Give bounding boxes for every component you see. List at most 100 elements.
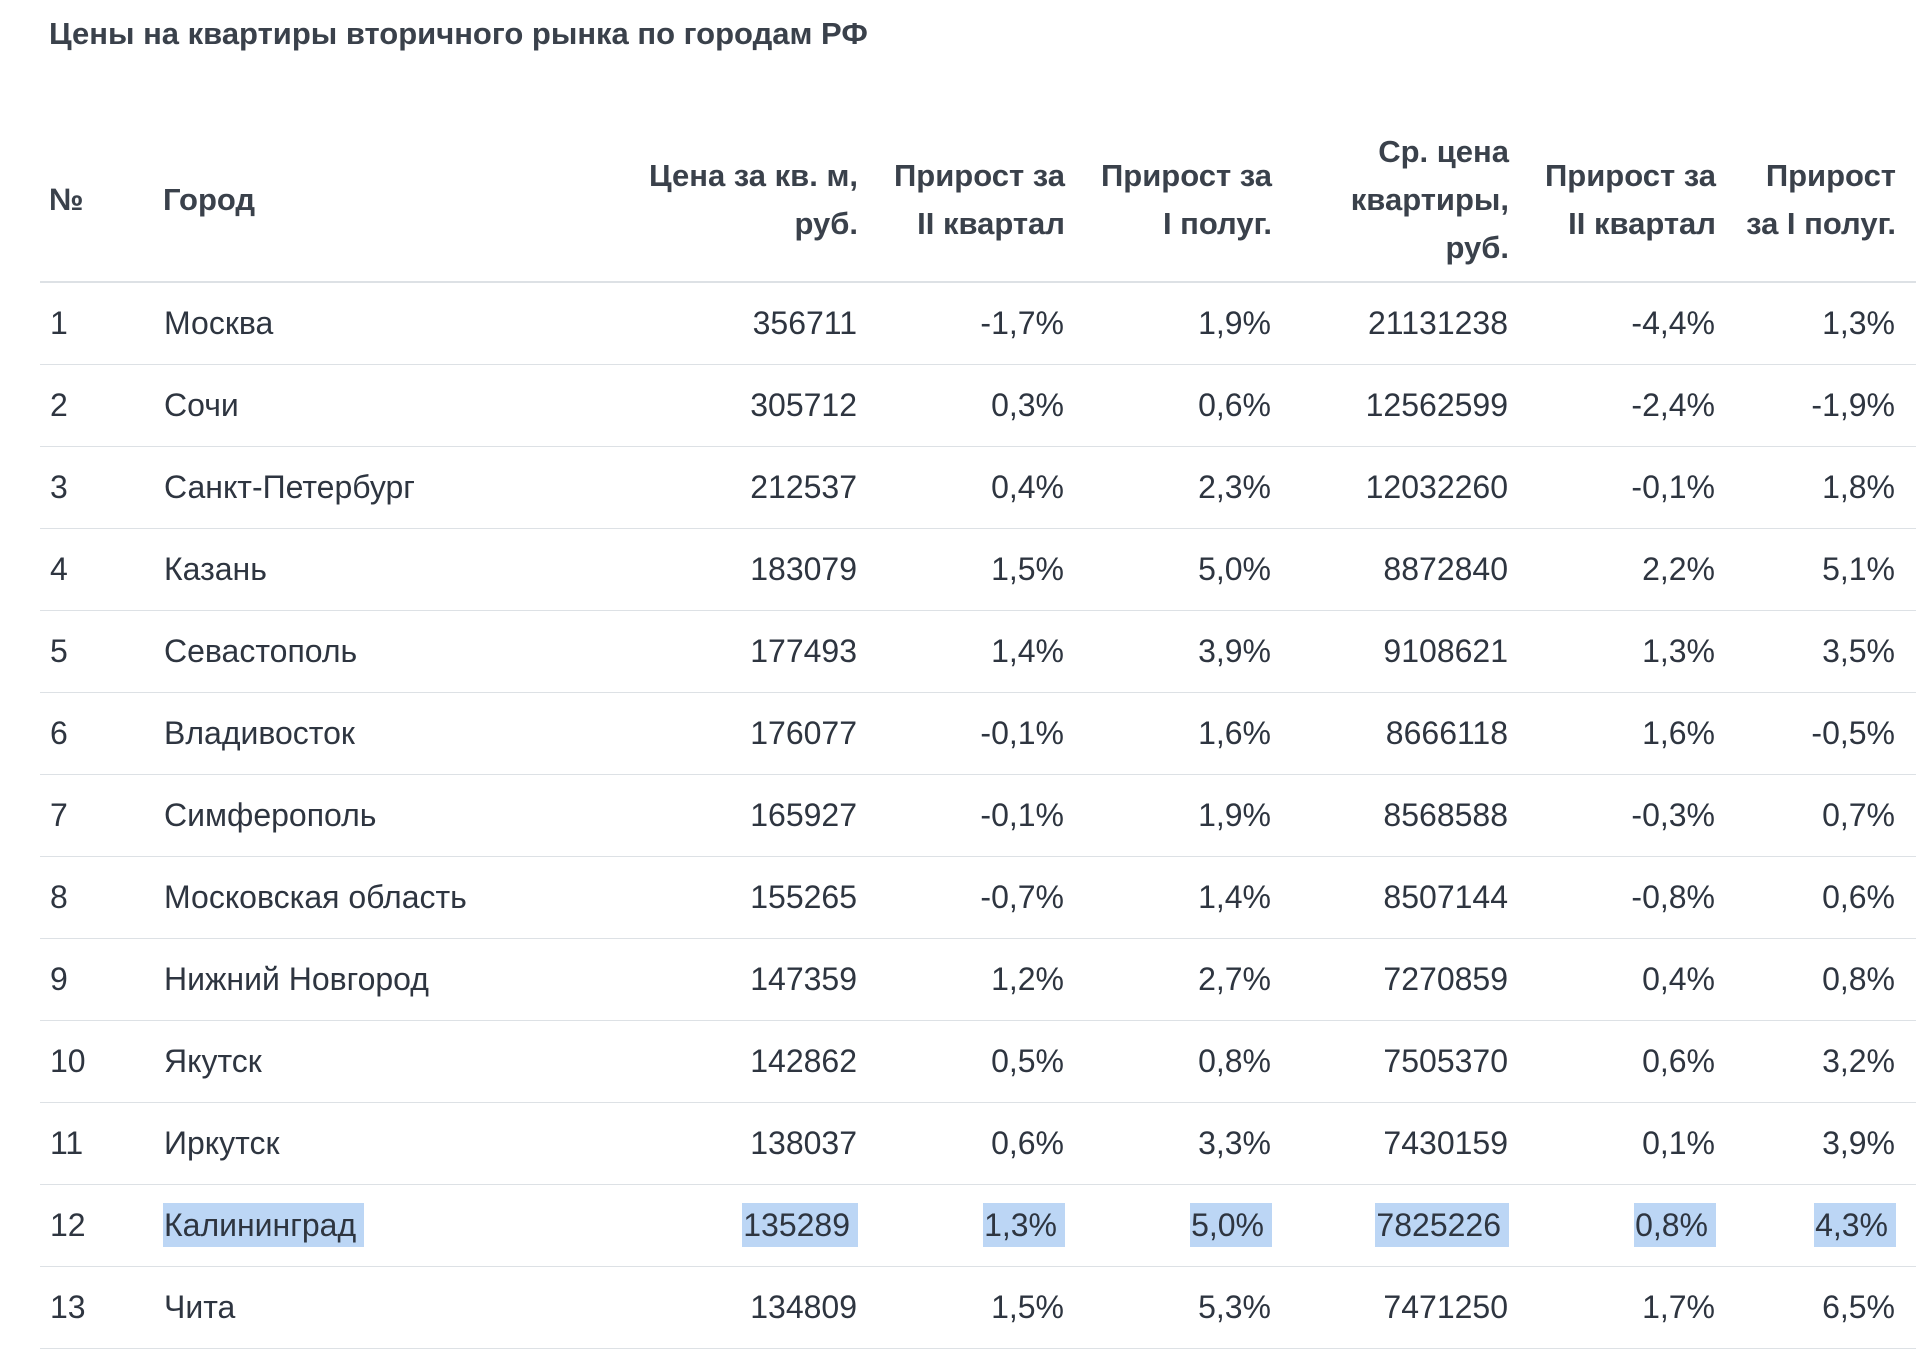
table-row[interactable]: 7 Симферополь 165927 -0,1% 1,9% 8568588 -0,3% 0…	[40, 774, 1916, 857]
cell-avg-flat-price: 7471250	[1286, 1266, 1523, 1349]
cell-growth-h1-flat: -0,5%	[1730, 692, 1916, 775]
cell-price-per-sqm-text: 147359	[750, 961, 857, 997]
cell-number-text: 8	[50, 879, 68, 915]
cell-number-text: 1	[50, 305, 68, 342]
header-growth-h1-sqm[interactable]: Прирост за I полуг.	[1079, 118, 1286, 283]
cell-growth-h1-flat-text: 1,8%	[1822, 469, 1895, 505]
cell-price-per-sqm: 356711	[609, 282, 872, 365]
cell-growth-h1-sqm-text: 1,6%	[1198, 715, 1271, 751]
cell-growth-h1-flat: 0,6%	[1730, 856, 1916, 939]
cell-city: Владивосток	[154, 692, 609, 775]
cell-price-per-sqm-text: 135289	[742, 1203, 858, 1247]
header-city[interactable]: Город	[154, 118, 609, 283]
header-growth-q2-sqm[interactable]: Прирост за II квартал	[872, 118, 1079, 283]
cell-city: Московская область	[154, 856, 609, 939]
cell-city-text: Санкт-Петербург	[164, 469, 415, 505]
cell-growth-h1-sqm-text: 5,3%	[1198, 1289, 1271, 1325]
cell-growth-q2-flat: 2,2%	[1523, 528, 1730, 611]
cell-avg-flat-price-text: 8507144	[1383, 879, 1508, 915]
cell-growth-q2-flat: 1,7%	[1523, 1266, 1730, 1349]
header-growth-h1-flat[interactable]: Прирост за I полуг.	[1730, 118, 1916, 283]
cell-avg-flat-price: 8872840	[1286, 528, 1523, 611]
cell-growth-q2-flat-text: 0,1%	[1642, 1125, 1715, 1161]
cell-growth-h1-sqm: 1,6%	[1079, 692, 1286, 775]
table-row[interactable]: 13 Чита 134809 1,5% 5,3% 7471250 1,7% 6,5%	[40, 1266, 1916, 1349]
cell-growth-q2-flat-text: -0,1%	[1631, 469, 1715, 505]
cell-growth-h1-flat: 3,9%	[1730, 1102, 1916, 1185]
cell-growth-h1-flat-text: 0,8%	[1822, 961, 1895, 997]
cell-number: 2	[40, 364, 154, 447]
cell-avg-flat-price-text: 12562599	[1365, 387, 1508, 423]
cell-price-per-sqm-text: 165927	[750, 797, 857, 833]
table-row[interactable]: 1 Москва 356711 -1,7% 1,9% 21131238 -4,4% 1,3%	[40, 282, 1916, 365]
cell-growth-h1-flat: 0,7%	[1730, 774, 1916, 857]
cell-growth-q2-flat-text: 1,3%	[1642, 633, 1715, 669]
cell-city-text: Якутск	[164, 1043, 262, 1079]
cell-avg-flat-price-text: 7471250	[1383, 1289, 1508, 1325]
cell-growth-q2-sqm-text: 0,5%	[991, 1043, 1064, 1079]
table-body: 1 Москва 356711 -1,7% 1,9% 21131238 -4,4% 1,3% 2…	[40, 282, 1916, 1349]
table-row[interactable]: 4 Казань 183079 1,5% 5,0% 8872840 2,2% 5,1%	[40, 528, 1916, 611]
cell-price-per-sqm: 305712	[609, 364, 872, 447]
cell-growth-h1-sqm: 3,9%	[1079, 610, 1286, 693]
cell-number: 5	[40, 610, 154, 693]
table-row[interactable]: 3 Санкт-Петербург 212537 0,4% 2,3% 12032260 -0…	[40, 446, 1916, 529]
cell-growth-q2-flat-text: -0,3%	[1631, 797, 1715, 833]
cell-growth-q2-sqm: -1,7%	[872, 282, 1079, 365]
table-row[interactable]: 9 Нижний Новгород 147359 1,2% 2,7% 7270859 0,4…	[40, 938, 1916, 1021]
cell-city-text: Владивосток	[164, 715, 355, 751]
cell-avg-flat-price: 7825226	[1286, 1184, 1523, 1267]
cell-growth-q2-sqm: 0,3%	[872, 364, 1079, 447]
cell-growth-q2-sqm-text: 1,2%	[991, 961, 1064, 997]
cell-growth-h1-flat: 0,8%	[1730, 938, 1916, 1021]
cell-growth-q2-sqm-text: -0,1%	[980, 797, 1064, 833]
table-row[interactable]: 5 Севастополь 177493 1,4% 3,9% 9108621 1,3% 3,5…	[40, 610, 1916, 693]
cell-price-per-sqm: 165927	[609, 774, 872, 857]
header-growth-q2-flat[interactable]: Прирост за II квартал	[1523, 118, 1730, 283]
cell-growth-h1-sqm: 0,8%	[1079, 1020, 1286, 1103]
table-row[interactable]: 6 Владивосток 176077 -0,1% 1,6% 8666118 1,6% -0…	[40, 692, 1916, 775]
header-price-per-sqm[interactable]: Цена за кв. м, руб.	[609, 118, 872, 283]
cell-growth-h1-flat-text: 1,3%	[1822, 305, 1895, 342]
cell-growth-h1-flat-text: 3,9%	[1822, 1125, 1895, 1161]
cell-growth-h1-sqm-text: 5,0%	[1198, 551, 1271, 587]
cell-growth-q2-flat-text: 1,7%	[1642, 1289, 1715, 1325]
cell-number-text: 10	[50, 1043, 86, 1079]
table-row[interactable]: 12 Калининград 135289 1,3% 5,0% 7825226 0,8% 4,…	[40, 1184, 1916, 1267]
cell-growth-q2-sqm-text: 1,4%	[991, 633, 1064, 669]
cell-growth-q2-sqm: 1,2%	[872, 938, 1079, 1021]
cell-growth-h1-flat: 5,1%	[1730, 528, 1916, 611]
cell-growth-h1-flat: -1,9%	[1730, 364, 1916, 447]
cell-number-text: 9	[50, 961, 68, 997]
cell-number-text: 7	[50, 797, 68, 833]
page-title: Цены на квартиры вторичного рынка по гор…	[49, 16, 868, 51]
cell-price-per-sqm-text: 176077	[750, 715, 857, 751]
cell-avg-flat-price: 21131238	[1286, 282, 1523, 365]
table-row[interactable]: 11 Иркутск 138037 0,6% 3,3% 7430159 0,1% 3,9%	[40, 1102, 1916, 1185]
cell-avg-flat-price-text: 21131238	[1368, 305, 1508, 342]
table-row[interactable]: 2 Сочи 305712 0,3% 0,6% 12562599 -2,4% -1,9%	[40, 364, 1916, 447]
cell-growth-q2-sqm-text: 0,4%	[991, 469, 1064, 505]
cell-number: 12	[40, 1184, 154, 1267]
cell-price-per-sqm: 142862	[609, 1020, 872, 1103]
cell-growth-q2-sqm: 1,5%	[872, 528, 1079, 611]
cell-growth-h1-sqm: 0,6%	[1079, 364, 1286, 447]
cell-number: 11	[40, 1102, 154, 1185]
cell-growth-h1-flat-text: 0,7%	[1822, 797, 1895, 833]
header-avg-flat-price[interactable]: Ср. цена квартиры, руб.	[1286, 118, 1523, 283]
cell-number: 13	[40, 1266, 154, 1349]
cell-avg-flat-price: 8568588	[1286, 774, 1523, 857]
cell-growth-q2-flat: 0,1%	[1523, 1102, 1730, 1185]
cell-city: Москва	[154, 282, 609, 365]
cell-growth-h1-sqm: 5,0%	[1079, 528, 1286, 611]
cell-price-per-sqm-text: 138037	[750, 1125, 857, 1161]
table-row[interactable]: 10 Якутск 142862 0,5% 0,8% 7505370 0,6% 3,2%	[40, 1020, 1916, 1103]
cell-price-per-sqm-text: 155265	[750, 879, 857, 915]
header-number[interactable]: №	[40, 118, 154, 283]
cell-growth-q2-sqm-text: 1,5%	[991, 1289, 1064, 1325]
cell-price-per-sqm-text: 177493	[750, 633, 857, 669]
table-row[interactable]: 8 Московская область 155265 -0,7% 1,4% 850714…	[40, 856, 1916, 939]
cell-growth-q2-flat: -0,3%	[1523, 774, 1730, 857]
cell-avg-flat-price-text: 7270859	[1383, 961, 1508, 997]
cell-avg-flat-price: 8666118	[1286, 692, 1523, 775]
